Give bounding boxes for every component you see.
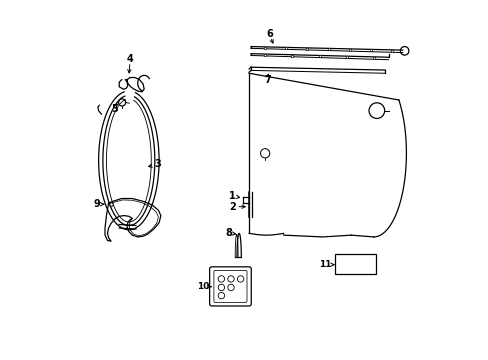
Bar <box>335 254 375 274</box>
Text: 3: 3 <box>154 159 161 169</box>
Text: 9: 9 <box>93 199 100 209</box>
Text: 6: 6 <box>266 29 273 39</box>
Text: 2: 2 <box>229 202 236 212</box>
Text: 8: 8 <box>224 228 231 238</box>
Text: 10: 10 <box>197 282 209 291</box>
Text: 7: 7 <box>264 75 270 85</box>
Text: 11: 11 <box>319 260 331 269</box>
Text: 5: 5 <box>111 104 118 114</box>
Text: 4: 4 <box>126 54 133 64</box>
Text: 1: 1 <box>229 191 236 201</box>
